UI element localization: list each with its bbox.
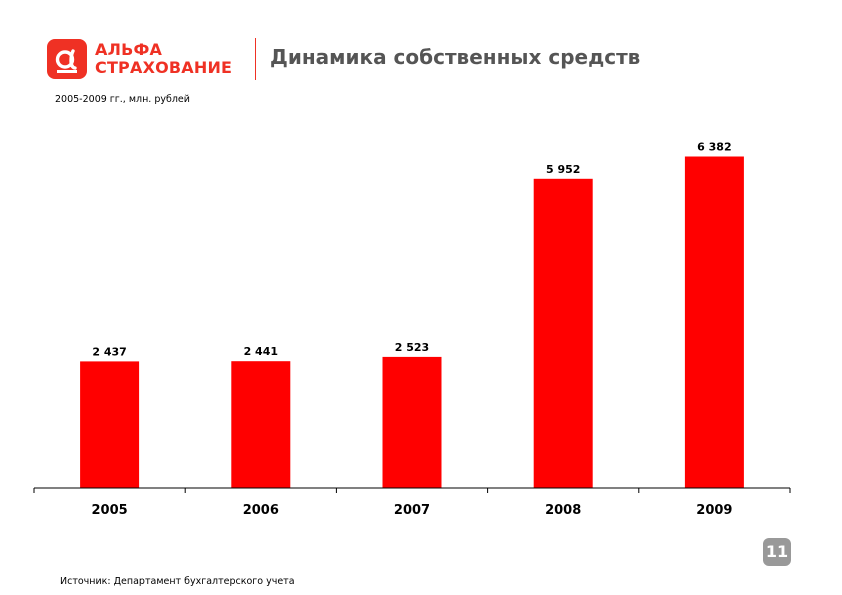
bar-2006 — [231, 361, 291, 488]
alpha-logo-icon — [47, 39, 87, 79]
source-note: Источник: Департамент бухгалтерского уче… — [60, 576, 295, 587]
logo-line-1: АЛЬФА — [95, 40, 163, 59]
data-label-2005: 2 437 — [92, 345, 126, 358]
data-label-2009: 6 382 — [697, 141, 731, 154]
data-label-2007: 2 523 — [395, 341, 429, 354]
x-tick-label-2009: 2009 — [696, 503, 732, 518]
x-tick-label-2005: 2005 — [92, 503, 128, 518]
page-title: Динамика собственных средств — [270, 45, 641, 69]
company-logo: АЛЬФА СТРАХОВАНИЕ — [47, 39, 247, 81]
header-divider — [255, 38, 256, 80]
page-number-badge: 11 — [763, 538, 791, 566]
bar-2005 — [80, 361, 140, 488]
x-tick-label-2007: 2007 — [394, 503, 430, 518]
logo-line-2: СТРАХОВАНИЕ — [95, 58, 233, 77]
data-label-2008: 5 952 — [546, 163, 580, 176]
bar-2008 — [533, 178, 593, 489]
x-tick-label-2006: 2006 — [243, 503, 279, 518]
bar-2009 — [684, 156, 744, 488]
logo-text: АЛЬФА СТРАХОВАНИЕ — [95, 41, 232, 77]
x-tick-label-2008: 2008 — [545, 503, 581, 518]
chart-subtitle: 2005-2009 гг., млн. рублей — [55, 94, 190, 105]
bar-2007 — [382, 356, 442, 488]
data-label-2006: 2 441 — [244, 345, 278, 358]
